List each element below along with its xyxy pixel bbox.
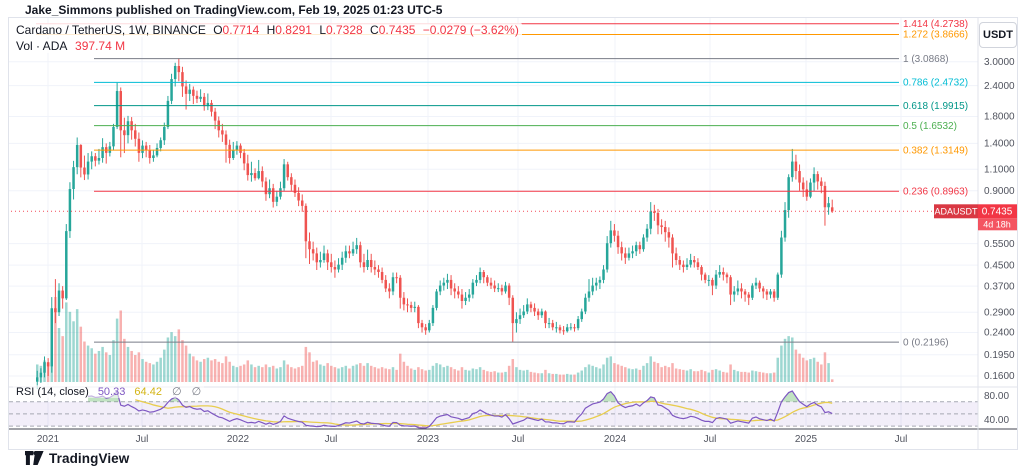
volume-label: Vol · ADA <box>16 39 67 53</box>
tradingview-footer[interactable]: TradingView <box>25 451 129 466</box>
svg-text:40.00: 40.00 <box>984 415 1009 426</box>
change-value: −0.0279 (−3.62%) <box>422 23 519 37</box>
svg-text:Jul: Jul <box>325 434 338 445</box>
rsi-band <box>9 401 978 427</box>
svg-text:0.2400: 0.2400 <box>984 328 1015 339</box>
svg-text:2022: 2022 <box>227 434 250 445</box>
rsi-title: RSI (14, close) <box>16 386 89 398</box>
svg-text:0.5500: 0.5500 <box>984 239 1015 250</box>
rsi-legend[interactable]: RSI (14, close) 50.33 64.42 ∅ ∅ <box>13 385 205 398</box>
volume-value: 397.74 M <box>75 39 126 53</box>
svg-text:80.00: 80.00 <box>984 391 1009 402</box>
time-axis[interactable]: 2021 Jul 2022 Jul 2023 Jul 2024 Jul 2025 Jul <box>37 434 908 445</box>
attribution-text: Jake_Simmons published on TradingView.co… <box>25 3 443 17</box>
open-label: O <box>213 23 223 37</box>
rsi-empty-icon: ∅ <box>191 386 202 398</box>
low-label: L <box>319 23 326 37</box>
rsi-value: 50.33 <box>97 386 126 398</box>
svg-text:0.5 (1.6532): 0.5 (1.6532) <box>903 121 957 132</box>
svg-text:Jul: Jul <box>136 434 149 445</box>
rsi-plot <box>87 390 833 429</box>
svg-text:2.4000: 2.4000 <box>984 81 1015 92</box>
svg-text:2021: 2021 <box>37 434 60 445</box>
close-label: C <box>370 23 379 37</box>
svg-text:2024: 2024 <box>604 434 627 445</box>
svg-text:1.414 (4.2738): 1.414 (4.2738) <box>903 19 968 30</box>
svg-text:ADAUSDT: ADAUSDT <box>934 206 978 216</box>
rsi-ma-value: 64.42 <box>134 386 162 398</box>
volume-legend[interactable]: Vol · ADA 397.74 M <box>13 39 129 53</box>
fib-retracement[interactable]: 1.414 (4.2738)1.272 (3.8666) 1 (3.0868) 0.… <box>36 19 968 348</box>
svg-text:0.1950: 0.1950 <box>984 350 1015 361</box>
svg-text:1 (3.0868): 1 (3.0868) <box>903 54 949 65</box>
svg-text:0 (0.2196): 0 (0.2196) <box>903 337 949 348</box>
symbol-title: Cardano / TetherUS, 1W, BINANCE <box>16 23 206 37</box>
svg-text:Jul: Jul <box>512 434 525 445</box>
svg-text:4d 18h: 4d 18h <box>983 219 1011 229</box>
svg-text:1.4000: 1.4000 <box>984 139 1015 150</box>
svg-text:2023: 2023 <box>417 434 440 445</box>
svg-text:0.1600: 0.1600 <box>984 371 1015 382</box>
candles-layer <box>36 58 834 389</box>
svg-text:Jul: Jul <box>704 434 717 445</box>
volume-bars <box>36 297 834 382</box>
svg-text:0.7435: 0.7435 <box>982 207 1013 218</box>
open-value: 0.7714 <box>222 23 260 37</box>
svg-text:0.4500: 0.4500 <box>984 260 1015 271</box>
low-value: 0.7328 <box>326 23 363 37</box>
svg-text:3.0000: 3.0000 <box>984 57 1015 68</box>
high-value: 0.8291 <box>275 23 312 37</box>
svg-text:0.382 (1.3149): 0.382 (1.3149) <box>903 145 968 156</box>
chart-card: 1.414 (4.2738) 1.272 (3.8666) 1 (3.0868) 0.… <box>8 17 1018 450</box>
svg-text:0.618 (1.9915): 0.618 (1.9915) <box>903 101 968 112</box>
svg-text:0.2900: 0.2900 <box>984 307 1015 318</box>
svg-text:Jul: Jul <box>895 434 908 445</box>
svg-text:0.9000: 0.9000 <box>984 186 1015 197</box>
svg-text:1.8000: 1.8000 <box>984 112 1015 123</box>
svg-text:0.3700: 0.3700 <box>984 281 1015 292</box>
svg-text:0.786 (2.4732): 0.786 (2.4732) <box>903 78 968 89</box>
svg-text:1.272 (3.8666): 1.272 (3.8666) <box>903 30 968 41</box>
currency-toggle-button[interactable]: USDT <box>979 22 1017 48</box>
symbol-legend[interactable]: Cardano / TetherUS, 1W, BINANCE O0.7714 … <box>13 23 522 37</box>
close-value: 0.7435 <box>378 23 416 37</box>
price-axis[interactable]: 3.0000 2.4000 1.8000 1.4000 1.1000 0.9000 0.55… <box>984 57 1015 426</box>
tradingview-logo-icon <box>25 451 44 465</box>
rsi-empty-icon: ∅ <box>172 386 182 398</box>
tradingview-logo-text: TradingView <box>49 451 130 466</box>
svg-text:2025: 2025 <box>795 434 818 445</box>
svg-text:1.1000: 1.1000 <box>984 165 1015 176</box>
high-label: H <box>266 23 276 37</box>
svg-text:0.236 (0.8963): 0.236 (0.8963) <box>903 186 968 197</box>
chart-canvas[interactable]: 1.414 (4.2738)1.272 (3.8666) 1 (3.0868) 0.… <box>9 18 1017 449</box>
